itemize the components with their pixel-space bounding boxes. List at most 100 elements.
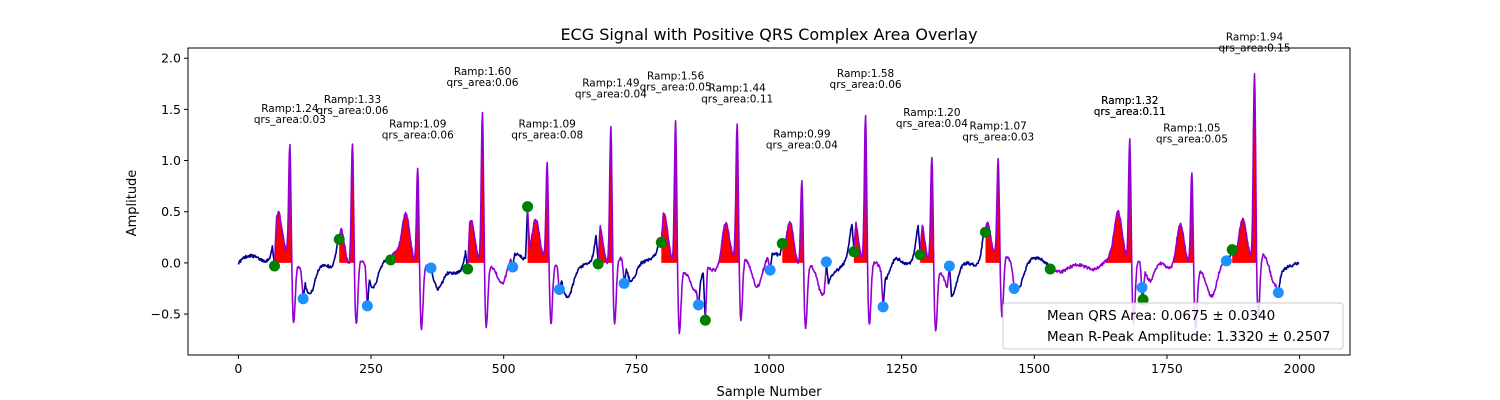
qrs-offset-marker xyxy=(1008,282,1020,294)
r-peak-amplitude-label: Ramp:1.32 xyxy=(1101,95,1158,107)
x-tick-label: 250 xyxy=(359,361,383,376)
qrs-segment-line xyxy=(853,114,885,325)
r-peak-amplitude-label: Ramp:1.24 xyxy=(261,103,319,115)
r-peak-amplitude-label: Ramp:1.32 xyxy=(1101,95,1158,107)
y-tick-label: 0.0 xyxy=(161,255,181,270)
x-axis-label: Sample Number xyxy=(716,385,822,400)
qrs-segment-line xyxy=(1142,172,1228,330)
qrs-offset-marker xyxy=(507,261,519,273)
y-axis-label: Amplitude xyxy=(125,170,140,237)
qrs-area-fill xyxy=(782,180,804,263)
qrs-area-fill xyxy=(467,112,485,263)
qrs-onset-marker xyxy=(333,233,345,245)
qrs-offset-marker xyxy=(1272,287,1284,299)
x-tick-label: 750 xyxy=(624,361,648,376)
y-tick-label: 1.5 xyxy=(161,102,181,117)
qrs-onset-marker xyxy=(462,263,474,275)
baseline-segment-line xyxy=(882,224,921,301)
qrs-onset-marker xyxy=(979,226,991,238)
r-peak-amplitude-label: Ramp:1.05 xyxy=(1163,122,1220,134)
baseline-segment-line xyxy=(826,223,855,285)
qrs-segment-line xyxy=(1049,138,1144,326)
x-tick-label: 500 xyxy=(492,361,516,376)
x-tick-label: 0 xyxy=(234,361,242,376)
marker-layer xyxy=(268,201,1284,326)
r-peak-amplitude-label: Ramp:1.20 xyxy=(903,107,960,119)
qrs-segment-line xyxy=(390,167,433,331)
qrs-segment-line xyxy=(781,180,828,330)
qrs-segment-line xyxy=(597,125,626,325)
qrs-onset-marker xyxy=(699,314,711,326)
baseline-segment-line xyxy=(302,238,340,296)
qrs-area-label: qrs_area:0.03 xyxy=(254,114,326,126)
baseline-segment-line xyxy=(1014,256,1051,289)
baseline-segment-line xyxy=(559,234,599,299)
qrs-segment-line xyxy=(1231,73,1280,318)
qrs-offset-marker xyxy=(618,277,630,289)
qrs-offset-marker xyxy=(943,260,955,272)
qrs-area-label: qrs_area:0.05 xyxy=(640,81,712,93)
qrs-segment-line xyxy=(919,156,951,332)
qrs-segment-line xyxy=(526,161,561,325)
baseline-segment-line xyxy=(512,206,529,264)
y-axis-ticks: −0.5 0.0 0.5 1.0 1.5 2.0 xyxy=(151,51,188,322)
qrs-offset-marker xyxy=(692,299,704,311)
qrs-offset-marker xyxy=(820,256,832,268)
qrs-onset-marker xyxy=(655,236,667,248)
r-peak-amplitude-label: Ramp:1.94 xyxy=(1226,31,1284,43)
qrs-onset-marker xyxy=(522,201,534,213)
qrs-area-label: qrs_area:0.08 xyxy=(511,129,583,141)
x-tick-label: 1000 xyxy=(753,361,785,376)
legend-entry-mean-r-peak: Mean R-Peak Amplitude: 1.3320 ± 0.2507 xyxy=(1047,329,1331,345)
qrs-area-fill xyxy=(527,162,550,263)
qrs-onset-marker xyxy=(914,249,926,261)
qrs-area-label: qrs_area:0.06 xyxy=(830,79,902,91)
qrs-segment-line xyxy=(704,123,772,322)
x-tick-label: 1750 xyxy=(1151,361,1183,376)
qrs-area-label: qrs_area:0.05 xyxy=(1156,133,1228,145)
qrs-segment-line xyxy=(660,120,700,335)
qrs-onset-marker xyxy=(1226,244,1238,256)
qrs-offset-marker xyxy=(764,264,776,276)
qrs-onset-marker xyxy=(848,246,860,258)
x-tick-label: 1500 xyxy=(1018,361,1050,376)
qrs-area-label: qrs_area:0.11 xyxy=(1094,106,1166,118)
r-peak-amplitude-label: Ramp:1.07 xyxy=(970,120,1027,132)
baseline-segment-line xyxy=(237,245,276,267)
r-peak-amplitude-label: Ramp:1.33 xyxy=(324,94,381,106)
legend-box xyxy=(1002,302,1344,350)
qrs-area-label: qrs_area:0.03 xyxy=(962,131,1034,143)
baseline-segment-line xyxy=(430,250,469,291)
annotation-layer: Ramp:1.24qrs_area:0.03Ramp:1.33qrs_area:… xyxy=(254,31,1291,151)
qrs-area-label: qrs_area:0.04 xyxy=(575,88,647,100)
qrs-area-label: qrs_area:0.06 xyxy=(316,105,388,117)
qrs-onset-marker xyxy=(1044,263,1056,275)
qrs-onset-marker xyxy=(385,254,397,266)
qrs-segment-line xyxy=(466,111,515,329)
qrs-area-label: qrs_area:0.04 xyxy=(896,118,968,130)
qrs-area-fill xyxy=(274,144,292,263)
qrs-offset-marker xyxy=(1220,255,1232,267)
r-peak-amplitude-label: Ramp:1.09 xyxy=(519,118,576,130)
qrs-area-fill xyxy=(661,120,678,263)
x-tick-label: 1250 xyxy=(886,361,918,376)
qrs-offset-marker xyxy=(425,262,437,274)
qrs-area-label: qrs_area:0.06 xyxy=(446,77,518,89)
qrs-onset-marker xyxy=(592,258,604,270)
y-tick-label: 2.0 xyxy=(161,51,181,66)
qrs-onset-marker xyxy=(268,260,280,272)
r-peak-amplitude-label: Ramp:1.44 xyxy=(709,83,767,95)
qrs-onset-marker xyxy=(1137,294,1149,306)
baseline-segment-line xyxy=(623,237,662,283)
baseline-segment-line xyxy=(769,243,784,267)
r-peak-amplitude-label: Ramp:0.99 xyxy=(773,129,830,141)
plot-area: Ramp:1.24qrs_area:0.03Ramp:1.33qrs_area:… xyxy=(237,31,1300,335)
qrs-segment-line xyxy=(273,143,305,324)
y-tick-label: 1.0 xyxy=(161,153,181,168)
r-peak-amplitude-label: Ramp:1.60 xyxy=(454,66,511,78)
baseline-segment-line xyxy=(698,272,707,321)
baseline-segment-line xyxy=(1278,261,1300,291)
qrs-offset-marker xyxy=(297,293,309,305)
baseline-segment-line xyxy=(949,231,987,298)
